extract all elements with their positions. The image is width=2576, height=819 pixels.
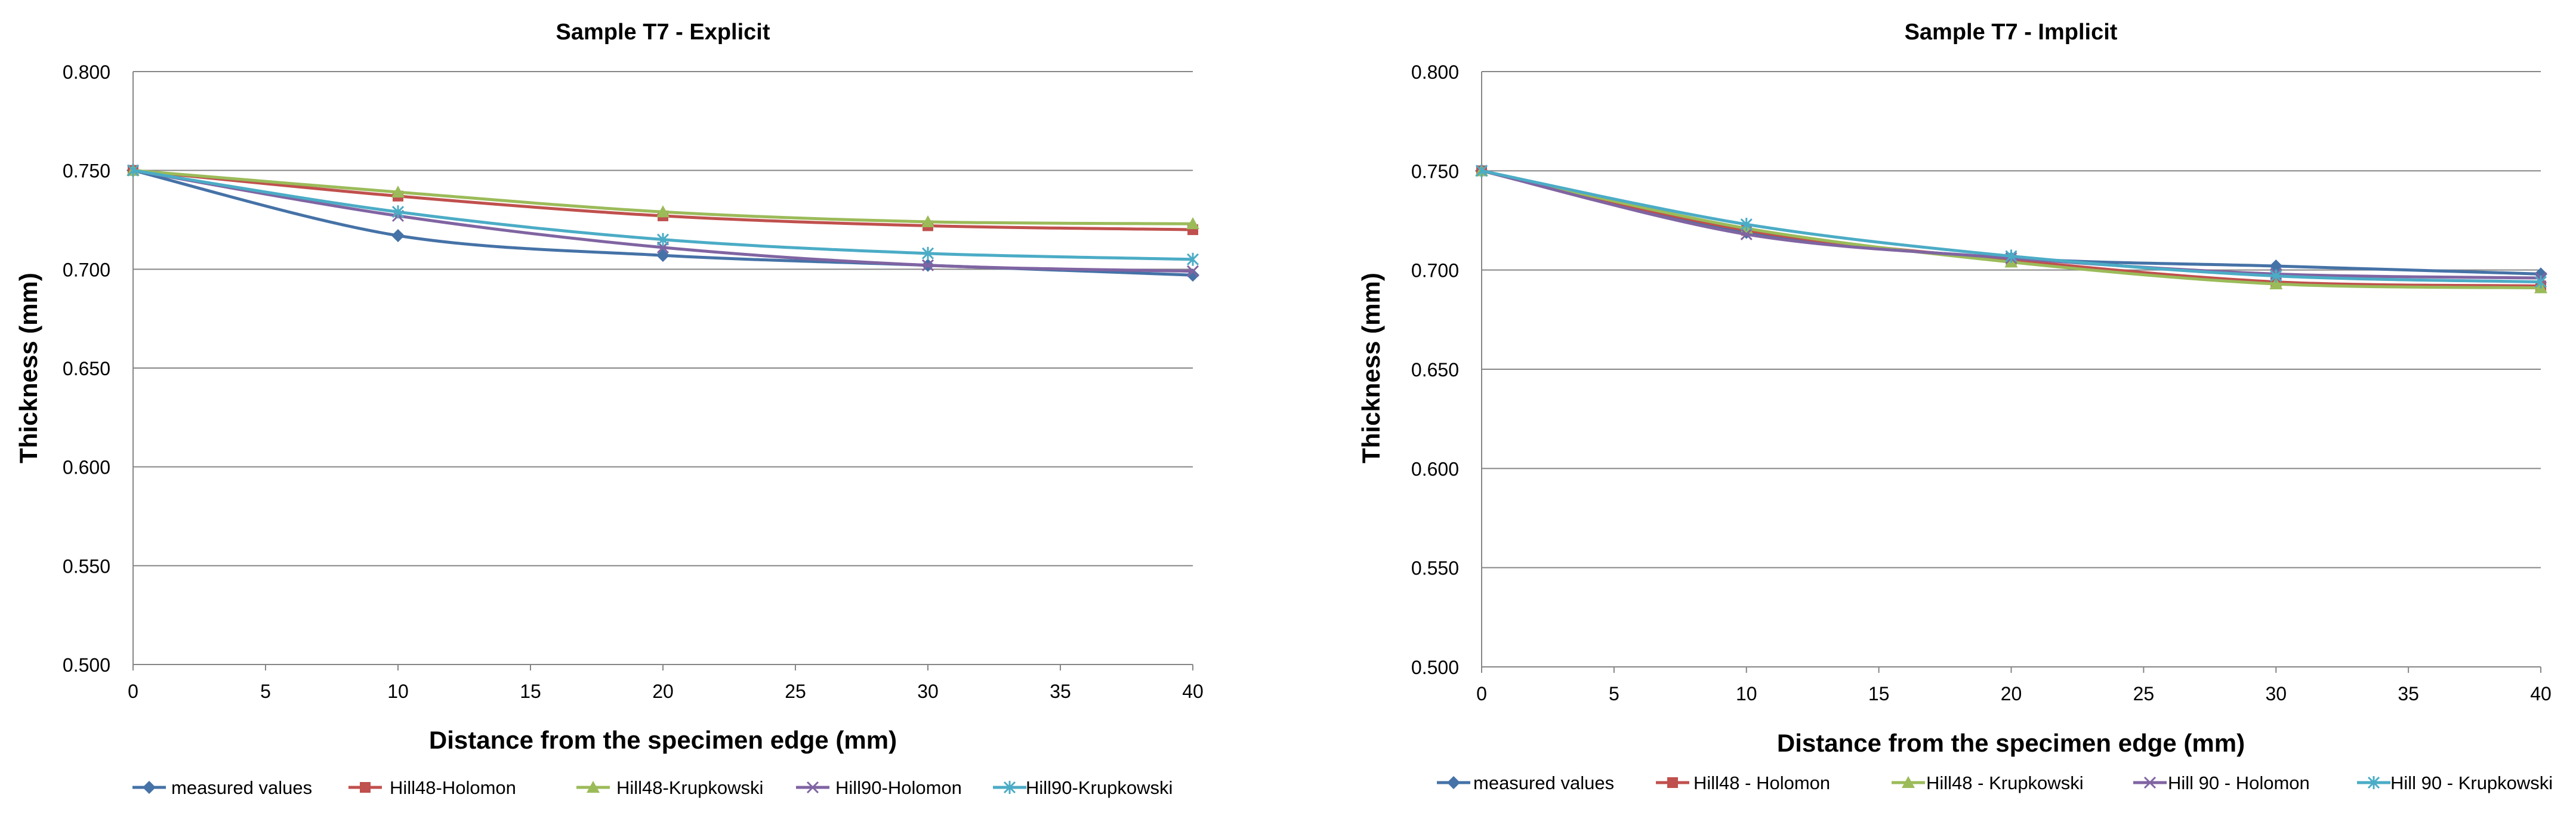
x-tick-label: 5 <box>260 681 271 702</box>
y-axis-label: Thickness (mm) <box>14 273 42 463</box>
x-tick-label: 0 <box>128 681 138 702</box>
data-point <box>391 186 405 198</box>
legend-marker <box>143 781 156 794</box>
x-axis-label: Distance from the specimen edge (mm) <box>429 726 897 754</box>
data-point <box>127 163 140 177</box>
y-tick-label: 0.700 <box>1411 260 1459 282</box>
x-tick-label: 35 <box>1050 681 1071 702</box>
data-point <box>2005 249 2017 263</box>
legend-marker <box>360 782 371 793</box>
y-axis-label: Thickness (mm) <box>1357 273 1385 463</box>
data-point <box>921 259 934 271</box>
x-tick-label: 5 <box>1609 683 1619 704</box>
y-tick-label: 0.650 <box>1411 359 1459 381</box>
legend-label: Hill48 - Holomon <box>1693 772 1830 793</box>
y-tick-label: 0.650 <box>63 358 110 379</box>
data-point <box>656 205 670 218</box>
data-point <box>921 246 934 260</box>
x-tick-label: 40 <box>1182 681 1204 702</box>
legend-label: Hill 90 - Holomon <box>2168 772 2310 793</box>
legend-label: Hill90-Krupkowski <box>1026 777 1173 798</box>
chart-title: Sample T7 - Explicit <box>556 20 770 45</box>
x-axis-label: Distance from the specimen edge (mm) <box>1777 729 2245 757</box>
data-point <box>1186 252 1199 266</box>
legend-marker <box>587 781 600 793</box>
x-tick-label: 20 <box>652 681 674 702</box>
legend-marker <box>1003 781 1016 794</box>
chart-title: Sample T7 - Implicit <box>1905 20 2118 45</box>
y-tick-label: 0.500 <box>1411 657 1459 678</box>
chart-1: Sample T7 - Explicit 0.500 0.550 0.600 0.650… <box>14 20 1204 798</box>
x-tick-label: 0 <box>1476 683 1487 704</box>
x-tick-label: 25 <box>2133 683 2155 704</box>
legend-entry: measured values <box>132 777 312 798</box>
legend-marker <box>806 781 819 794</box>
data-point <box>1740 228 1753 240</box>
legend-entry: Hill48 - Holomon <box>1656 772 1830 793</box>
legend-marker <box>1902 776 1915 788</box>
legend-label: measured values <box>1473 772 1614 793</box>
y-tick-label: 0.600 <box>63 457 110 478</box>
legend-entry: Hill48-Holomon <box>348 777 516 798</box>
x-tick-label: 15 <box>520 681 541 702</box>
series-5 <box>1475 164 2547 289</box>
legend-entry: Hill90-Krupkowski <box>993 777 1173 798</box>
legend-marker <box>2367 776 2380 789</box>
data-point <box>656 233 670 246</box>
data-point <box>1740 218 1753 231</box>
x-tick-label: 30 <box>917 681 939 702</box>
data-point <box>921 215 934 227</box>
legend-label: Hill48 - Krupkowski <box>1926 772 2084 793</box>
data-point <box>2269 259 2283 273</box>
y-tick-label: 0.800 <box>1411 61 1459 83</box>
data-point <box>2269 277 2283 289</box>
legend-entry: Hill90-Holomon <box>796 777 962 798</box>
legend-marker <box>1447 776 1460 789</box>
y-tick-label: 0.750 <box>1411 160 1459 182</box>
legend-entry: Hill 90 - Krupkowski <box>2357 772 2553 793</box>
x-tick-label: 10 <box>387 681 409 702</box>
data-point <box>2270 269 2282 283</box>
legend-marker <box>1667 777 1678 788</box>
y-tick-label: 0.500 <box>63 654 110 676</box>
x-tick-label: 20 <box>2001 683 2022 704</box>
data-point <box>1186 217 1199 230</box>
legend-label: measured values <box>171 777 312 798</box>
legend-label: Hill48-Holomon <box>390 777 516 798</box>
data-point <box>1186 265 1199 277</box>
legend-label: Hill 90 - Krupkowski <box>2390 772 2553 793</box>
x-tick-label: 40 <box>2530 683 2552 704</box>
chart-2: Sample T7 - Implicit 0.500 0.550 0.600 0.650… <box>1357 20 2553 793</box>
y-tick-label: 0.700 <box>63 259 110 280</box>
data-point <box>656 249 670 262</box>
y-tick-label: 0.800 <box>63 61 110 83</box>
data-point <box>391 229 405 243</box>
series-3 <box>1475 164 2547 293</box>
y-tick-label: 0.750 <box>63 160 110 182</box>
y-tick-label: 0.550 <box>63 555 110 577</box>
x-tick-label: 30 <box>2265 683 2287 704</box>
legend-entry: Hill 90 - Holomon <box>2133 772 2310 793</box>
legend-label: Hill48-Krupkowski <box>616 777 763 798</box>
y-tick-label: 0.550 <box>1411 558 1459 579</box>
data-point <box>391 205 405 219</box>
x-tick-label: 25 <box>785 681 806 702</box>
legend-entry: Hill48-Krupkowski <box>576 777 763 798</box>
y-tick-label: 0.600 <box>1411 458 1459 480</box>
x-tick-label: 35 <box>2398 683 2419 704</box>
legend-entry: Hill48 - Krupkowski <box>1892 772 2084 793</box>
series-5 <box>127 163 1199 266</box>
data-point <box>1475 164 1488 178</box>
x-tick-label: 10 <box>1736 683 1757 704</box>
legend-marker <box>2143 776 2157 789</box>
data-point <box>2534 275 2547 289</box>
legend-label: Hill90-Holomon <box>835 777 962 798</box>
series-2 <box>1476 165 2546 292</box>
legend-entry: measured values <box>1437 772 1614 793</box>
x-tick-label: 15 <box>1868 683 1890 704</box>
